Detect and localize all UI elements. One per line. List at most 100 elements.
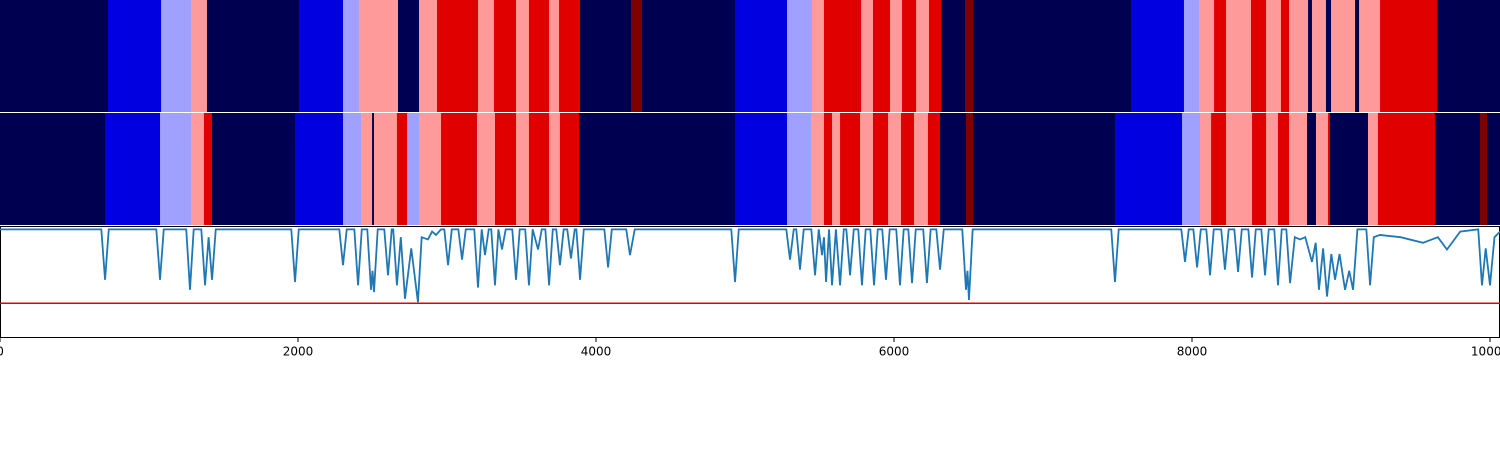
strip-segment <box>631 0 643 112</box>
x-tick-label: 6000 <box>879 345 910 359</box>
strip-segment <box>343 113 362 225</box>
strip-segment <box>929 0 942 112</box>
strip-segment <box>1131 0 1185 112</box>
strip-segment <box>1211 113 1227 225</box>
strip-segment <box>913 113 929 225</box>
strip-segment <box>860 113 874 225</box>
strip-segment <box>358 0 399 112</box>
strip-segment <box>160 113 192 225</box>
strip-segment <box>1225 113 1253 225</box>
strip-segment <box>1252 113 1267 225</box>
x-tick-label: 8000 <box>1177 345 1208 359</box>
strip-segment <box>361 113 373 225</box>
strip-segment <box>1266 0 1282 112</box>
strip-segment <box>1289 0 1309 112</box>
strip-segment <box>1280 0 1290 112</box>
strip-segment <box>1436 0 1500 112</box>
strip-segment <box>735 0 788 112</box>
strip-segment <box>1214 0 1227 112</box>
strip-segment <box>0 0 109 112</box>
strip-segment <box>494 113 517 225</box>
strip-segment <box>965 0 974 112</box>
strip-segment <box>1487 113 1500 225</box>
strip-segment <box>373 113 398 225</box>
strip-segment <box>889 0 903 112</box>
strip-segment <box>1266 113 1279 225</box>
strip-segment <box>206 0 300 112</box>
strip-segment <box>397 0 420 112</box>
strip-segment <box>1199 0 1215 112</box>
strip-segment <box>579 113 736 225</box>
strip-segment <box>203 113 213 225</box>
strip-segment <box>105 113 161 225</box>
strip-segment <box>515 0 530 112</box>
strip-segment <box>528 0 550 112</box>
strip-segment <box>873 113 889 225</box>
strip-segment <box>515 113 530 225</box>
strip-segment <box>212 113 296 225</box>
strip-segment <box>396 113 408 225</box>
strip-segment <box>493 0 517 112</box>
strip-segment <box>1325 0 1332 112</box>
strip-segment <box>343 0 360 112</box>
strip-segment <box>902 0 917 112</box>
strip-segment <box>1328 113 1331 225</box>
strip-segment <box>1331 0 1356 112</box>
strip-segment <box>823 113 833 225</box>
strip-segment <box>1315 113 1329 225</box>
strip-segment <box>787 0 813 112</box>
strip-segment <box>735 113 788 225</box>
strip-segment <box>418 113 442 225</box>
strip-segment <box>108 0 162 112</box>
strip-segment <box>861 0 874 112</box>
strip-segment <box>1355 0 1360 112</box>
strip-segment <box>0 113 106 225</box>
strip-segment <box>901 113 915 225</box>
strip-segment <box>1200 113 1212 225</box>
strip-segment <box>873 0 891 112</box>
strip-segment <box>972 113 1116 225</box>
strip-segment <box>823 0 862 112</box>
strip-segment <box>161 0 192 112</box>
x-tick-label: 10000 <box>1471 345 1500 359</box>
x-tick-label: 2000 <box>283 345 314 359</box>
strip-segment <box>1251 0 1267 112</box>
x-tick-label: 4000 <box>581 345 612 359</box>
strip-segment <box>1380 0 1438 112</box>
strip-segment <box>437 0 479 112</box>
strip-segment <box>559 113 580 225</box>
strip-segment <box>787 113 812 225</box>
strip-segment <box>1367 113 1379 225</box>
strip-segment <box>972 0 1132 112</box>
strip-segment <box>1329 113 1369 225</box>
strip-segment <box>1435 113 1481 225</box>
strip-segment <box>812 0 825 112</box>
strip-segment <box>477 0 495 112</box>
strip-segment <box>940 0 966 112</box>
strip-segment <box>559 0 581 112</box>
strip-segment <box>441 113 478 225</box>
strip-segment <box>549 113 561 225</box>
strip-segment <box>528 113 550 225</box>
strip-segment <box>888 113 902 225</box>
strip-segment <box>1114 113 1183 225</box>
strip-segment <box>407 113 420 225</box>
strip-segment <box>191 0 208 112</box>
strip-segment <box>476 113 496 225</box>
strip-segment <box>642 0 736 112</box>
strip-segment <box>1311 0 1327 112</box>
strip-segment <box>1289 113 1308 225</box>
strip-segment <box>549 0 560 112</box>
strip-segment <box>840 113 861 225</box>
strip-segment <box>940 113 967 225</box>
strip-segment <box>965 113 974 225</box>
strip-segment <box>299 0 344 112</box>
strip-segment <box>372 113 375 225</box>
strip-segment <box>1480 113 1488 225</box>
strip-segment <box>1182 113 1201 225</box>
strip-segment <box>832 113 841 225</box>
strip-segment <box>1308 0 1313 112</box>
strip-segment <box>1277 113 1290 225</box>
strip-segment <box>418 0 438 112</box>
